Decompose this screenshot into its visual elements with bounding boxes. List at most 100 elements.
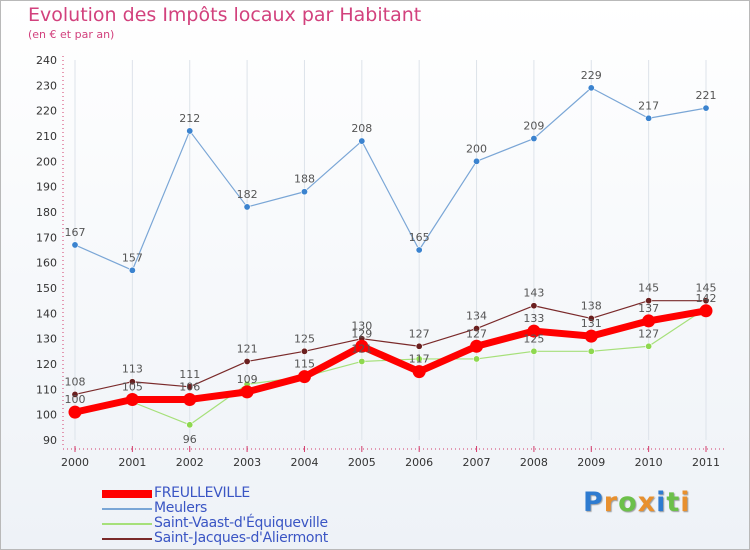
data-point — [297, 370, 311, 384]
data-label: 208 — [351, 122, 372, 135]
data-point — [415, 342, 423, 350]
y-tick-label: 220 — [36, 105, 57, 118]
data-label: 134 — [466, 310, 487, 323]
data-point — [71, 390, 79, 398]
y-tick-label: 180 — [36, 206, 57, 219]
x-tick-label: 2005 — [348, 456, 376, 469]
data-point — [125, 392, 139, 406]
data-label: 106 — [179, 380, 200, 393]
logo-letter: t — [666, 487, 681, 518]
data-label: 217 — [638, 99, 659, 112]
data-label: 145 — [638, 282, 659, 295]
data-point — [415, 246, 423, 254]
y-tick-label: 160 — [36, 257, 57, 270]
data-point — [300, 347, 308, 355]
legend-swatch-saint-vaast — [102, 523, 152, 525]
series-line — [74, 307, 707, 426]
logo-letter: o — [618, 487, 638, 518]
data-point — [243, 203, 251, 211]
data-label: 96 — [183, 433, 197, 446]
logo-letter: i — [680, 487, 691, 518]
data-label: 130 — [351, 320, 372, 333]
data-point — [186, 127, 194, 135]
chart-subtitle: (en € et par an) — [28, 28, 115, 41]
x-tick-label: 2000 — [61, 456, 89, 469]
data-label: 209 — [523, 120, 544, 133]
legend-label: Saint-Vaast-d'Équiqueville — [154, 515, 328, 531]
x-tick-label: 2009 — [577, 456, 605, 469]
legend-label: FREULLEVILLE — [154, 485, 250, 501]
data-label: 133 — [523, 312, 544, 325]
data-point — [699, 304, 713, 318]
data-point — [473, 355, 481, 363]
y-tick-label: 170 — [36, 231, 57, 244]
grid-layer — [74, 60, 707, 440]
data-label: 137 — [638, 302, 659, 315]
data-label: 142 — [696, 292, 717, 305]
logo-letter: x — [637, 487, 657, 518]
logo-letter: P — [583, 487, 604, 518]
y-tick-label: 110 — [36, 383, 57, 396]
data-label: 200 — [466, 142, 487, 155]
data-point — [300, 188, 308, 196]
data-label: 105 — [122, 380, 143, 393]
y-tick-label: 140 — [36, 307, 57, 320]
legend-label: Saint-Jacques-d'Aliermont — [154, 530, 328, 546]
x-tick-label: 2003 — [233, 456, 261, 469]
y-tick-label: 90 — [43, 434, 57, 447]
data-point — [412, 365, 426, 379]
y-tick-label: 210 — [36, 130, 57, 143]
x-tick-label: 2006 — [405, 456, 433, 469]
legend-swatch-saint-jacques — [102, 538, 152, 540]
legend-label: Meulers — [154, 500, 208, 516]
data-point — [645, 297, 653, 305]
data-point — [702, 297, 710, 305]
data-label: 188 — [294, 173, 315, 186]
data-point — [530, 347, 538, 355]
chart-title: Evolution des Impôts locaux par Habitant — [28, 4, 422, 26]
x-tick-label: 2002 — [176, 456, 204, 469]
data-label: 125 — [523, 332, 544, 345]
data-label: 221 — [696, 89, 717, 102]
legend-swatch-meulers — [102, 508, 152, 510]
x-tick-label: 2010 — [635, 456, 663, 469]
data-point — [415, 355, 423, 363]
data-label: 121 — [351, 342, 372, 355]
data-label: 229 — [581, 69, 602, 82]
data-label: 127 — [409, 327, 430, 340]
logo-letter: i — [656, 487, 667, 518]
data-point — [584, 329, 598, 343]
data-point — [587, 84, 595, 92]
data-label: 117 — [409, 353, 430, 366]
data-point — [358, 357, 366, 365]
series-layer — [68, 84, 713, 429]
y-tick-label: 200 — [36, 155, 57, 168]
y-tick-label: 100 — [36, 409, 57, 422]
data-label: 109 — [237, 373, 258, 386]
proxiti-logo: Proxiti — [583, 487, 691, 518]
data-point — [473, 325, 481, 333]
data-point — [530, 302, 538, 310]
data-point — [473, 157, 481, 165]
data-point — [470, 339, 484, 353]
data-point — [587, 314, 595, 322]
y-tick-label: 130 — [36, 333, 57, 346]
data-label: 100 — [65, 393, 86, 406]
data-label: 108 — [65, 375, 86, 388]
data-label: 125 — [294, 332, 315, 345]
data-point — [642, 314, 656, 328]
y-tick-label: 190 — [36, 181, 57, 194]
y-tick-label: 120 — [36, 358, 57, 371]
data-label: 111 — [179, 368, 200, 381]
series-line — [74, 87, 707, 271]
logo-letter: r — [603, 487, 619, 518]
data-point — [183, 392, 197, 406]
data-point — [128, 266, 136, 274]
data-label: 129 — [351, 327, 372, 340]
data-point — [71, 241, 79, 249]
y-tick-label: 150 — [36, 282, 57, 295]
data-label: 138 — [581, 299, 602, 312]
data-point — [645, 342, 653, 350]
